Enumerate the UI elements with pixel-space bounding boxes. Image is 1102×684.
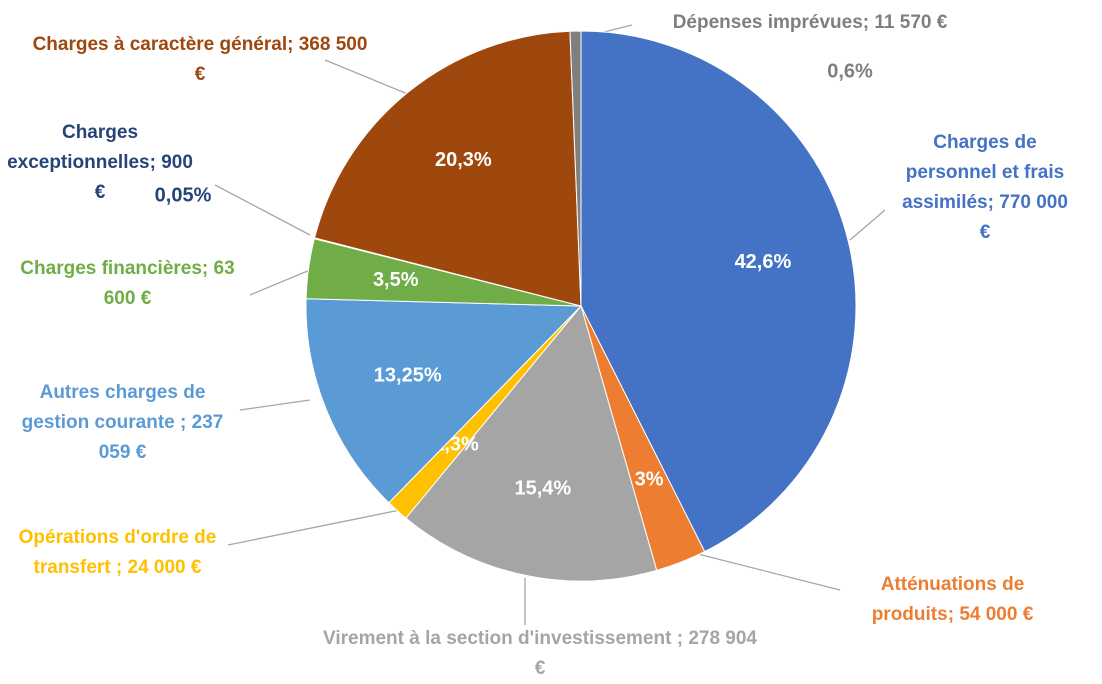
value-label: 278 904 € [534, 628, 757, 679]
value-label: 237 059 € [98, 412, 224, 463]
percentage-label: 20,3% [435, 149, 492, 171]
category-name: Opérations d'ordre de transfert ; [18, 527, 217, 578]
percentage-label: 3% [635, 468, 664, 490]
leader-line [227, 509, 401, 546]
leader-line [689, 551, 841, 591]
slice-label: Charges de personnel et frais assimilés;… [900, 128, 1070, 248]
slice [569, 30, 582, 307]
leader-line [239, 399, 311, 411]
slice-label: Charges exceptionnelles; 900 € [0, 118, 200, 208]
percentage-label: 42,6% [735, 251, 792, 273]
slice-label: Virement à la section d'investissement ;… [320, 624, 760, 684]
percentage-label: 13,25% [374, 365, 442, 387]
percentage-label: 0,05% [155, 184, 212, 206]
category-name: Atténuations de produits; [871, 574, 1025, 625]
category-name: Charges de personnel et frais assimilés; [902, 132, 1065, 213]
category-name: Charges exceptionnelles; [7, 122, 156, 173]
slice-label: Autres charges de gestion courante ; 237… [5, 378, 240, 468]
leader-line [849, 209, 886, 241]
slice [580, 30, 857, 553]
slice-label: Dépenses imprévues; 11 570 € [620, 8, 1000, 38]
percentage-label: 3,5% [373, 269, 419, 291]
slice [305, 298, 583, 504]
percentage-label: 0,6% [827, 60, 873, 82]
value-label: 368 500 € [194, 34, 368, 85]
leader-line [214, 184, 311, 236]
slice [313, 30, 582, 307]
category-name: Dépenses imprévues; [672, 12, 870, 33]
value-label: 54 000 € [959, 604, 1034, 625]
value-label: 24 000 € [127, 557, 202, 578]
slice [405, 304, 658, 582]
slice-label: Charges à caractère général; 368 500 € [25, 30, 375, 90]
value-label: 770 000 € [979, 192, 1068, 243]
category-name: Virement à la section d'investissement ; [323, 628, 684, 649]
value-label: 900 € [94, 152, 193, 203]
leader-line [249, 269, 311, 296]
value-label: 63 600 € [103, 258, 235, 309]
category-name: Autres charges de gestion courante ; [21, 382, 206, 433]
slice-label: Charges financières; 63 600 € [5, 254, 250, 314]
slice-label: Opérations d'ordre de transfert ; 24 000… [5, 523, 230, 583]
category-name: Charges à caractère général; [32, 34, 294, 55]
category-name: Charges financières; [20, 258, 209, 279]
percentage-label: 15,4% [514, 477, 571, 499]
leader-line [324, 59, 411, 96]
slice-label: Atténuations de produits; 54 000 € [840, 570, 1065, 630]
value-label: 11 570 € [874, 12, 948, 33]
leaders [214, 24, 886, 625]
